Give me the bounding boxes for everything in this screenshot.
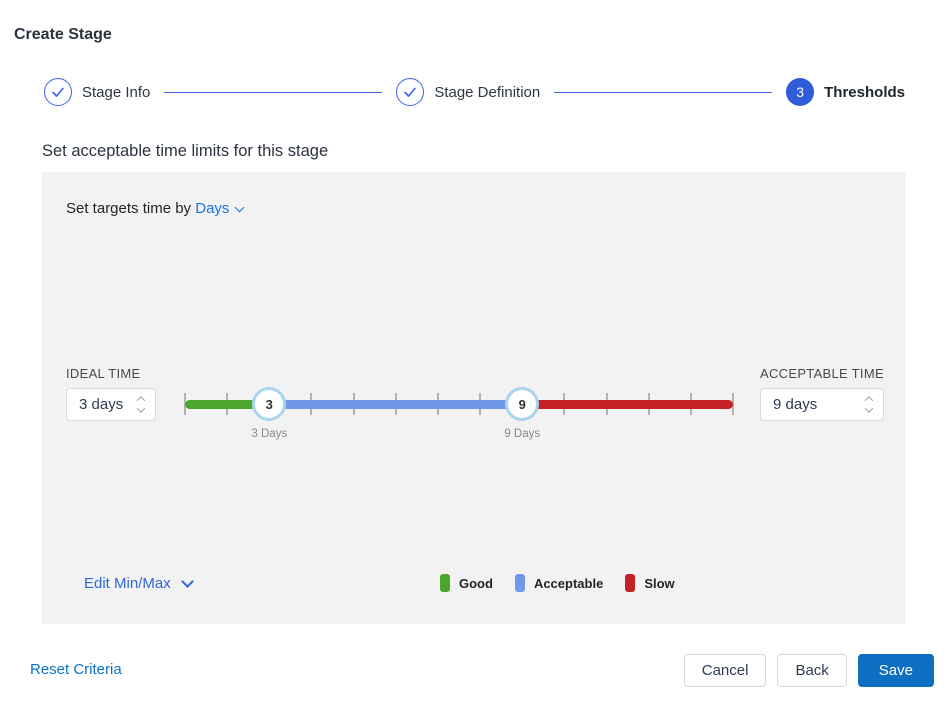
step-label: Thresholds	[824, 83, 905, 101]
step-label: Stage Definition	[434, 83, 541, 101]
legend: Good Acceptable Slow	[440, 574, 675, 592]
step-stage-info[interactable]: Stage Info	[44, 78, 150, 106]
chevron-down-icon	[136, 404, 146, 413]
step-label: Stage Info	[82, 83, 151, 101]
acceptable-handle[interactable]: 9	[505, 387, 540, 421]
acceptable-handle-caption: 9 Days	[504, 428, 541, 440]
save-button[interactable]: Save	[857, 654, 934, 687]
legend-swatch-slow	[625, 574, 636, 592]
edit-minmax-link[interactable]: Edit Min/Max	[84, 575, 194, 592]
footer-buttons: Cancel Back Save	[683, 654, 934, 687]
acceptable-time-label: ACCEPTABLE TIME	[760, 366, 884, 381]
legend-label: Slow	[644, 575, 675, 591]
target-time-row: Set targets time by Days	[66, 200, 245, 217]
slider-tick	[732, 393, 734, 415]
ideal-time-label: IDEAL TIME	[66, 366, 141, 381]
slider-track	[185, 400, 733, 409]
reset-criteria-link[interactable]: Reset Criteria	[30, 661, 122, 678]
acceptable-time-value: 9 days	[773, 396, 818, 413]
section-heading: Set acceptable time limits for this stag…	[42, 142, 329, 160]
acceptable-time-input[interactable]: 9 days	[760, 388, 884, 421]
threshold-panel: Set targets time by Days IDEAL TIME 3 da…	[42, 172, 906, 624]
stepper-connector	[554, 91, 773, 93]
legend-label: Acceptable	[533, 575, 604, 591]
segment-good	[185, 400, 270, 409]
check-icon	[52, 87, 64, 97]
segment-acceptable	[269, 400, 523, 409]
chevron-down-icon	[180, 575, 194, 588]
step-thresholds[interactable]: 3 Thresholds	[786, 78, 905, 106]
legend-label: Good	[459, 575, 493, 591]
time-slider: 3 9 3 Days 9 Days	[184, 382, 734, 444]
ideal-handle[interactable]: 3	[252, 387, 287, 421]
legend-item: Acceptable	[514, 574, 604, 592]
back-button[interactable]: Back	[777, 654, 847, 687]
time-unit-dropdown[interactable]: Days	[195, 200, 245, 217]
check-icon	[404, 87, 417, 97]
legend-swatch-good	[440, 574, 450, 592]
time-unit-value: Days	[195, 200, 230, 217]
page-title: Create Stage	[14, 26, 112, 43]
ideal-time-input[interactable]: 3 days	[66, 388, 156, 421]
legend-item: Good	[440, 574, 493, 592]
step-complete-circle	[44, 78, 72, 106]
legend-swatch-acceptable	[514, 574, 525, 592]
target-time-label: Set targets time by	[66, 200, 192, 217]
step-complete-circle	[396, 78, 425, 106]
legend-item: Slow	[625, 574, 675, 592]
stepper-connector	[164, 91, 383, 93]
wizard-stepper: Stage Info Stage Definition 3 Thresholds	[44, 78, 905, 106]
increment-button[interactable]	[863, 396, 875, 405]
step-stage-definition[interactable]: Stage Definition	[396, 78, 540, 106]
chevron-down-icon	[864, 404, 874, 413]
decrement-button[interactable]	[135, 404, 147, 414]
cancel-button[interactable]: Cancel	[683, 654, 767, 687]
step-active-circle: 3	[786, 78, 815, 106]
ideal-handle-caption: 3 Days	[251, 428, 288, 440]
ideal-time-stepper	[135, 396, 147, 414]
chevron-down-icon	[234, 202, 245, 213]
acceptable-time-stepper	[863, 396, 875, 414]
decrement-button[interactable]	[863, 404, 875, 414]
ideal-time-value: 3 days	[79, 396, 124, 413]
edit-minmax-label: Edit Min/Max	[84, 575, 171, 592]
increment-button[interactable]	[135, 396, 147, 405]
segment-slow	[522, 400, 733, 409]
